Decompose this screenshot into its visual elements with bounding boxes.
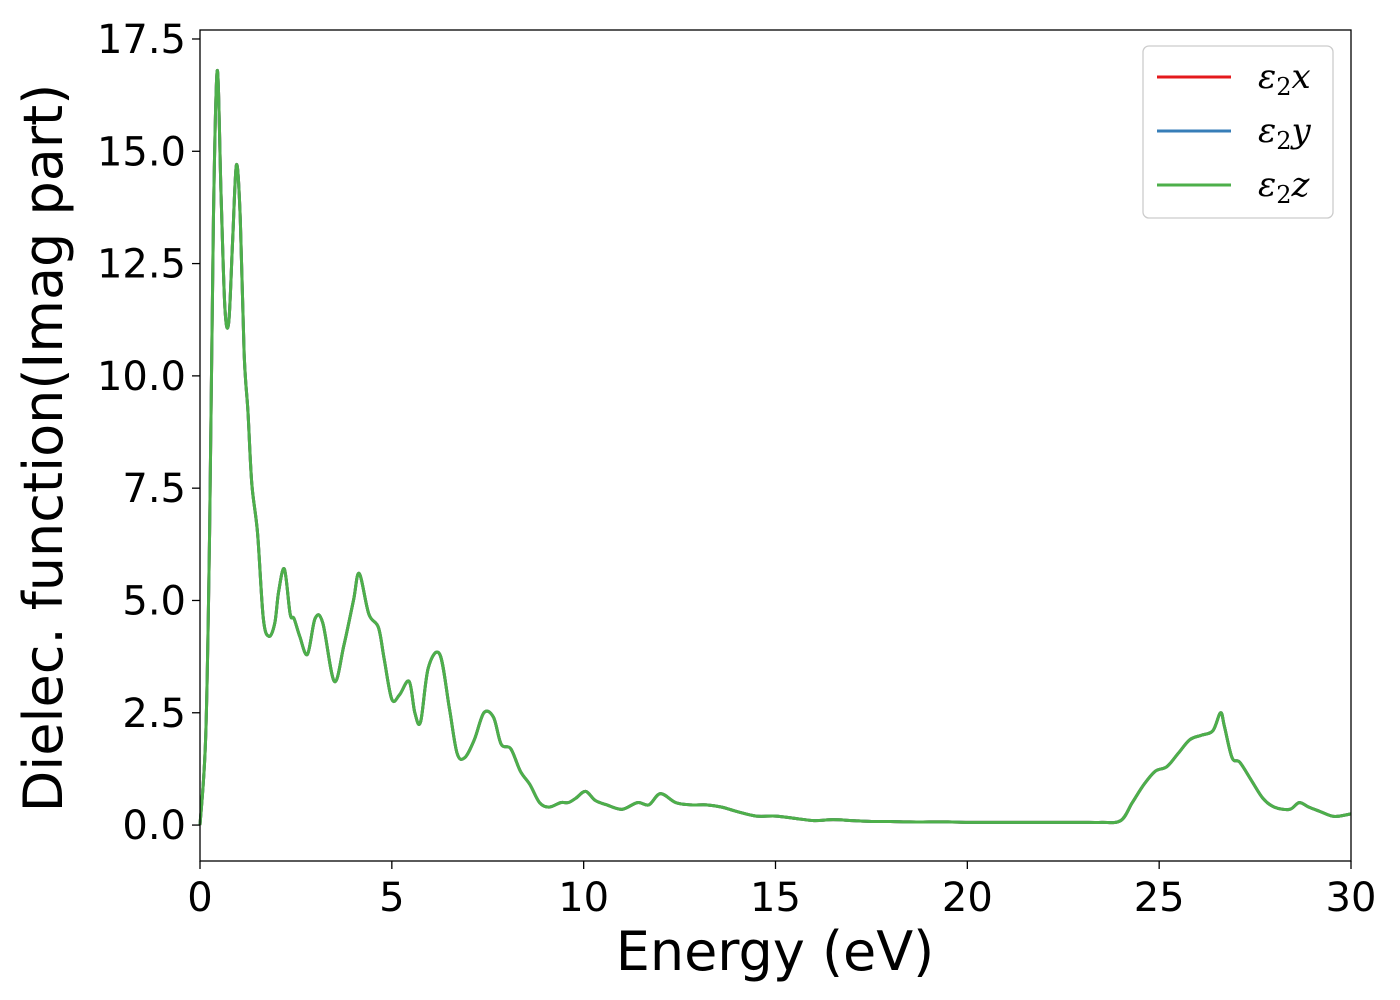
x-tick-label: 25 — [1134, 875, 1185, 921]
y-tick-label: 10.0 — [97, 354, 186, 400]
y-tick-label: 0.0 — [122, 803, 186, 849]
x-axis-label: Energy (eV) — [616, 920, 935, 983]
y-tick-label: 15.0 — [97, 129, 186, 175]
x-tick-label: 0 — [187, 875, 212, 921]
x-tick-label: 5 — [379, 875, 404, 921]
y-tick-label: 12.5 — [97, 242, 186, 288]
y-tick-label: 2.5 — [122, 691, 186, 737]
legend-label-z: ε2z — [1258, 165, 1311, 209]
series-line-z — [198, 68, 1352, 826]
ticks-layer: 0 5 10 15 20 25 30 0.0 2.5 5.0 7.5 10.0 12.5 15.0 17.5 — [97, 17, 1377, 921]
x-tick-label: 20 — [942, 875, 993, 921]
legend-label-y: ε2y — [1258, 111, 1312, 155]
legend-box — [1142, 45, 1334, 219]
y-tick-label: 5.0 — [122, 578, 186, 624]
y-axis-label: Dielec. function(Imag part) — [12, 84, 75, 813]
x-tick-label: 30 — [1326, 875, 1377, 921]
legend: ε2x ε2y ε2z — [1142, 45, 1334, 219]
series-layer — [198, 68, 1352, 826]
y-tick-label: 7.5 — [122, 466, 186, 512]
x-tick-label: 10 — [558, 875, 609, 921]
x-tick-label: 15 — [750, 875, 801, 921]
legend-label-x: ε2x — [1258, 57, 1311, 101]
y-tick-label: 17.5 — [97, 17, 186, 63]
